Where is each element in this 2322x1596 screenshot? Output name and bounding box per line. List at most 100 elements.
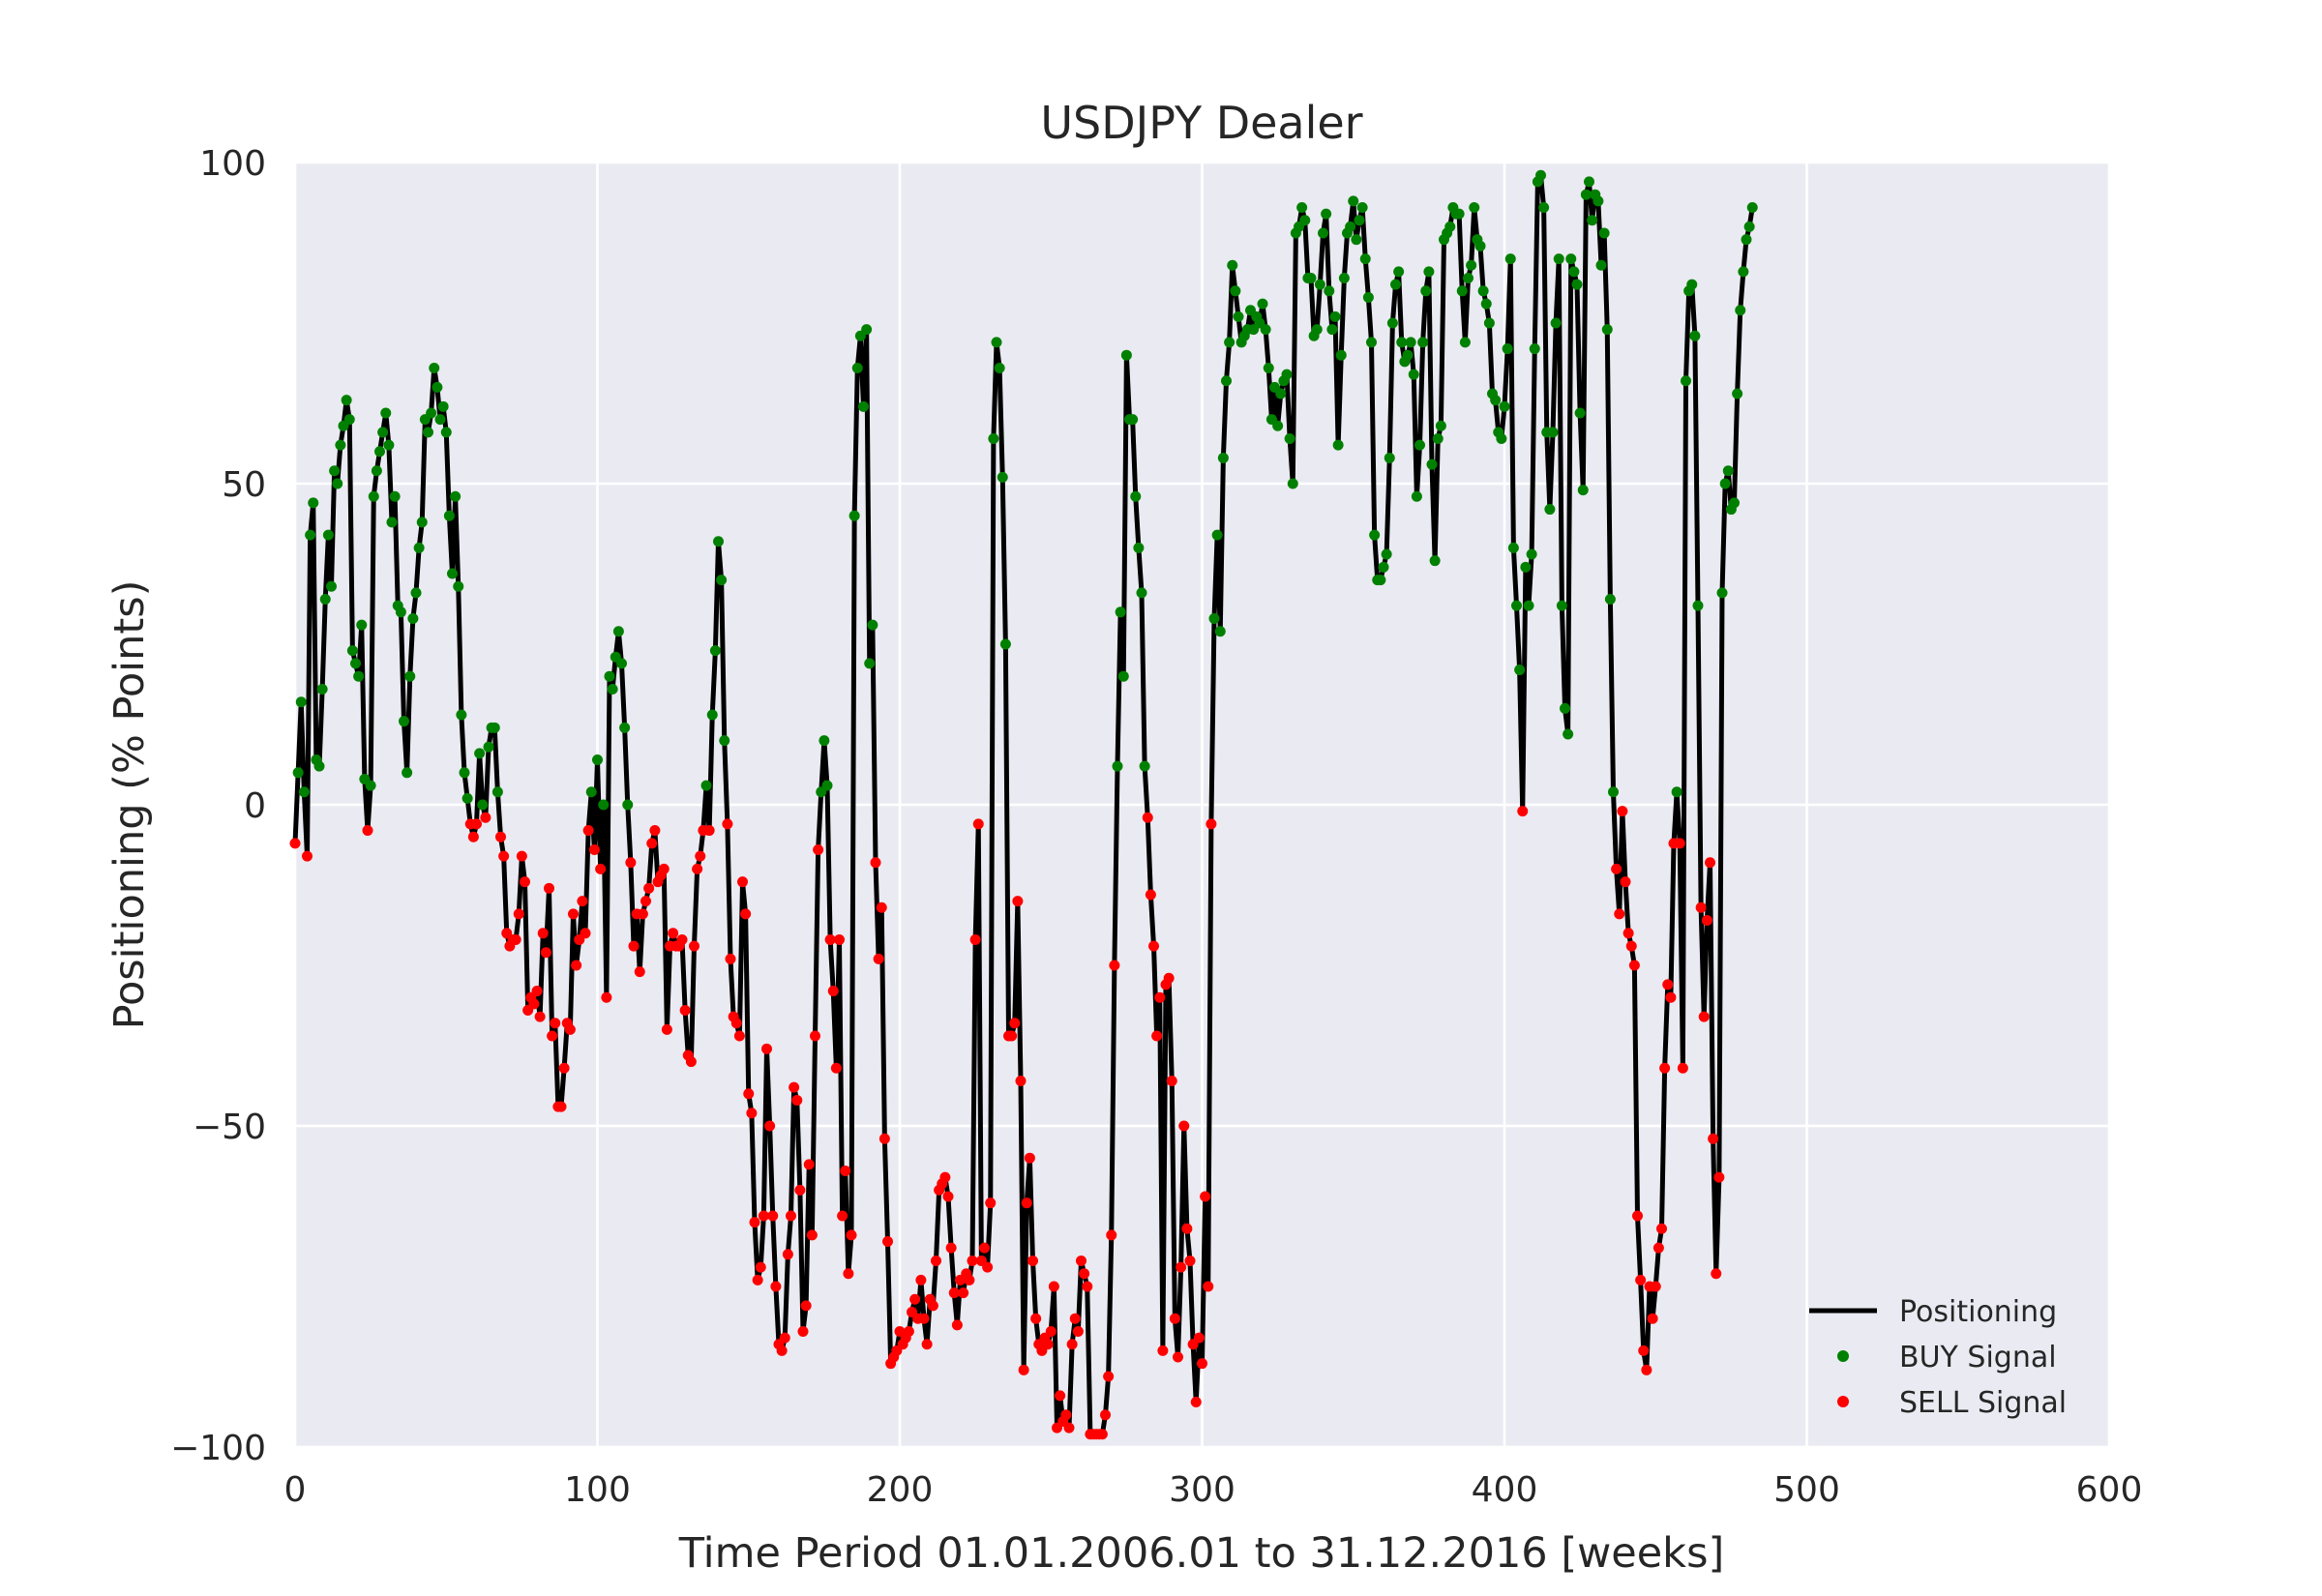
- sell-signal-point: [1055, 1390, 1066, 1402]
- sell-signal-point: [588, 843, 600, 855]
- buy-signal-point: [440, 427, 452, 438]
- buy-signal-point: [423, 427, 433, 438]
- sell-signal-point: [676, 933, 688, 945]
- buy-signal-point: [1332, 439, 1344, 451]
- sell-signal-point: [555, 1101, 567, 1112]
- buy-signal-point: [848, 510, 860, 521]
- buy-signal-point: [867, 619, 878, 631]
- y-tick-label: −100: [170, 1429, 266, 1468]
- buy-signal-point: [461, 792, 473, 804]
- sell-signal-point: [1711, 1268, 1722, 1280]
- buy-signal-point: [1598, 227, 1610, 239]
- buy-signal-point: [1136, 587, 1147, 599]
- buy-signal-point: [1511, 600, 1522, 611]
- buy-signal-point: [997, 471, 1008, 483]
- buy-signal-point: [1565, 253, 1577, 265]
- buy-signal-point: [1275, 388, 1287, 399]
- buy-signal-point: [1729, 497, 1740, 509]
- buy-signal-point: [1686, 279, 1698, 290]
- buy-signal-point: [456, 709, 467, 721]
- y-tick-label: 0: [244, 786, 266, 826]
- sell-signal-point: [625, 857, 637, 869]
- buy-signal-point: [399, 716, 409, 727]
- sell-signal-point: [480, 812, 491, 823]
- buy-signal-point: [994, 362, 1005, 373]
- y-tick-label: 100: [199, 144, 266, 184]
- buy-signal-point: [1608, 786, 1619, 798]
- sell-signal-point: [870, 857, 881, 869]
- sell-signal-point: [637, 908, 648, 920]
- sell-signal-point: [1517, 806, 1529, 817]
- sell-signal-point: [1166, 1076, 1177, 1087]
- buy-signal-point: [1553, 253, 1564, 265]
- sell-signal-point: [528, 998, 540, 1010]
- buy-signal-point: [1587, 215, 1598, 226]
- buy-signal-point: [1224, 337, 1235, 348]
- sell-signal-point: [786, 1210, 796, 1222]
- sell-signal-point: [1206, 818, 1217, 830]
- buy-signal-point: [1326, 324, 1338, 336]
- sell-signal-point: [577, 896, 588, 907]
- buy-signal-point: [1556, 600, 1567, 611]
- buy-signal-point: [453, 580, 464, 592]
- buy-signal-point: [1732, 388, 1743, 399]
- buy-signal-point: [1115, 606, 1126, 618]
- sell-signal-point: [1674, 838, 1685, 849]
- sell-signal-point: [550, 1018, 561, 1029]
- buy-signal-point: [346, 645, 358, 657]
- buy-signal-point: [1584, 176, 1594, 188]
- buy-signal-point: [1671, 786, 1682, 798]
- sell-signal-point: [595, 863, 607, 874]
- buy-signal-point: [700, 780, 712, 791]
- buy-signal-point: [1390, 279, 1401, 290]
- sell-signal-point: [1109, 960, 1120, 971]
- legend-sell-swatch: [1837, 1396, 1849, 1407]
- sell-signal-point: [979, 1242, 990, 1254]
- buy-signal-point: [1444, 221, 1456, 232]
- sell-signal-point: [918, 1313, 930, 1324]
- sell-signal-point: [1650, 1281, 1661, 1292]
- sell-signal-point: [1203, 1281, 1214, 1292]
- buy-signal-point: [1281, 369, 1293, 380]
- buy-signal-point: [335, 439, 346, 451]
- buy-signal-point: [851, 362, 863, 373]
- buy-signal-point: [1560, 702, 1570, 714]
- buy-signal-point: [1483, 317, 1495, 329]
- buy-signal-point: [1263, 362, 1274, 373]
- sell-signal-point: [921, 1339, 933, 1350]
- sell-signal-point: [1701, 915, 1712, 927]
- sell-signal-point: [942, 1191, 954, 1202]
- sell-signal-point: [495, 831, 506, 842]
- sell-signal-point: [1024, 1152, 1035, 1164]
- sell-signal-point: [730, 1018, 742, 1029]
- y-tick-label: −50: [193, 1108, 266, 1147]
- sell-signal-point: [1193, 1332, 1205, 1344]
- buy-signal-point: [592, 754, 603, 766]
- buy-signal-point: [1345, 221, 1356, 232]
- buy-signal-point: [407, 612, 419, 624]
- sell-signal-point: [1009, 1018, 1021, 1029]
- sell-signal-point: [1625, 940, 1637, 952]
- sell-signal-point: [951, 1319, 963, 1331]
- buy-signal-point: [1217, 452, 1229, 463]
- buy-signal-point: [1117, 670, 1129, 682]
- sell-signal-point: [531, 986, 543, 997]
- buy-signal-point: [1351, 234, 1362, 246]
- buy-signal-point: [1272, 420, 1284, 431]
- sell-signal-point: [1154, 991, 1166, 1003]
- sell-signal-point: [985, 1197, 997, 1209]
- sell-signal-point: [1021, 1197, 1032, 1209]
- buy-signal-point: [1112, 760, 1123, 772]
- sell-signal-point: [1614, 908, 1625, 920]
- sell-signal-point: [547, 1030, 558, 1042]
- sell-signal-point: [909, 1293, 921, 1305]
- buy-signal-point: [1722, 465, 1734, 477]
- buy-signal-point: [1324, 285, 1335, 297]
- buy-signal-point: [1507, 542, 1519, 553]
- buy-signal-point: [1735, 305, 1746, 316]
- buy-signal-point: [1469, 201, 1480, 213]
- sell-signal-point: [967, 1255, 978, 1266]
- sell-signal-point: [1151, 1030, 1163, 1042]
- buy-signal-point: [1604, 594, 1616, 606]
- sell-signal-point: [1190, 1397, 1202, 1408]
